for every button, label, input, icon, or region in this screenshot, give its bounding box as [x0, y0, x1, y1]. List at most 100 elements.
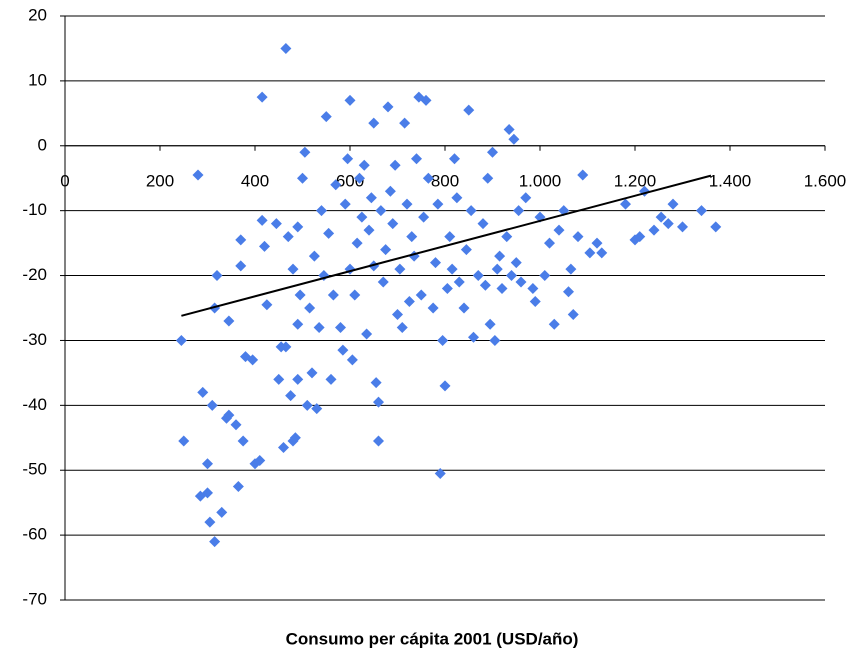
data-point — [192, 169, 204, 181]
data-point — [520, 192, 532, 204]
data-point — [365, 192, 377, 204]
data-point — [375, 205, 387, 217]
data-point — [384, 185, 396, 197]
data-point — [432, 198, 444, 210]
data-point — [496, 283, 508, 295]
data-point — [484, 318, 496, 330]
data-point — [539, 270, 551, 282]
x-tick-label: 1.400 — [709, 171, 752, 190]
data-point — [327, 289, 339, 301]
data-point — [458, 302, 470, 314]
data-point — [273, 373, 285, 385]
data-point — [565, 263, 577, 275]
data-point — [313, 321, 325, 333]
data-point — [449, 153, 460, 165]
data-point — [403, 296, 415, 308]
data-point — [563, 286, 574, 298]
data-point — [323, 227, 335, 239]
data-point — [285, 390, 297, 402]
x-tick-label: 1.600 — [804, 171, 847, 190]
data-point — [411, 153, 422, 165]
data-point — [202, 458, 213, 470]
data-point — [259, 240, 270, 252]
x-tick-label: 400 — [241, 171, 269, 190]
data-point — [254, 454, 266, 466]
data-point — [392, 308, 403, 320]
data-point — [506, 270, 517, 282]
data-point — [489, 334, 501, 346]
data-point — [472, 270, 484, 282]
data-point — [282, 231, 294, 243]
data-point — [380, 244, 392, 256]
data-point — [235, 260, 247, 272]
data-point — [216, 506, 228, 518]
x-tick-label: 200 — [146, 171, 174, 190]
data-point — [437, 334, 449, 346]
data-point — [202, 487, 213, 499]
data-point — [460, 244, 472, 256]
data-point — [527, 283, 539, 295]
y-tick-label: -20 — [22, 265, 47, 284]
data-point — [406, 231, 418, 243]
data-point — [354, 172, 365, 184]
data-point — [370, 377, 382, 389]
data-point — [337, 344, 349, 356]
y-tick-label: -70 — [22, 589, 47, 608]
data-point — [491, 263, 503, 275]
data-point — [387, 218, 399, 230]
data-point — [197, 386, 209, 398]
data-point — [247, 354, 259, 366]
x-tick-label: 1.000 — [519, 171, 562, 190]
data-point — [662, 218, 674, 230]
data-point — [308, 250, 320, 262]
data-point — [280, 42, 292, 54]
data-point — [401, 198, 413, 210]
data-point — [648, 224, 660, 236]
data-point — [339, 198, 351, 210]
data-point — [441, 283, 453, 295]
data-point — [237, 435, 249, 447]
data-point — [356, 211, 368, 223]
data-point — [515, 276, 527, 288]
data-point — [206, 399, 218, 411]
x-tick-label: 0 — [60, 171, 69, 190]
y-tick-label: 20 — [28, 5, 47, 24]
data-point — [482, 172, 494, 184]
data-point — [572, 231, 584, 243]
data-point — [494, 250, 506, 262]
y-tick-label: -10 — [22, 200, 47, 219]
data-point — [418, 211, 430, 223]
data-point — [373, 435, 384, 447]
data-point — [301, 399, 313, 411]
data-point — [567, 308, 579, 320]
data-point — [396, 321, 408, 333]
data-point — [453, 276, 465, 288]
data-point — [427, 302, 439, 314]
data-point — [306, 367, 318, 379]
y-tick-label: -50 — [22, 460, 47, 479]
data-point — [230, 419, 242, 431]
data-point — [382, 101, 394, 113]
data-point — [373, 396, 384, 408]
data-point — [477, 218, 489, 230]
data-point — [361, 328, 373, 340]
data-point — [399, 117, 411, 129]
data-point — [510, 257, 522, 269]
data-point — [584, 247, 596, 259]
data-point — [577, 169, 589, 181]
data-point — [349, 289, 361, 301]
data-point — [377, 276, 389, 288]
data-point — [529, 296, 541, 308]
data-point — [415, 289, 427, 301]
data-point — [289, 432, 301, 444]
data-point — [278, 442, 289, 454]
data-point — [256, 91, 268, 103]
data-point — [434, 467, 446, 479]
y-tick-label: -60 — [22, 525, 47, 544]
data-point — [389, 159, 401, 171]
data-point — [710, 221, 722, 233]
data-point — [677, 221, 688, 233]
y-tick-label: 10 — [28, 70, 47, 89]
